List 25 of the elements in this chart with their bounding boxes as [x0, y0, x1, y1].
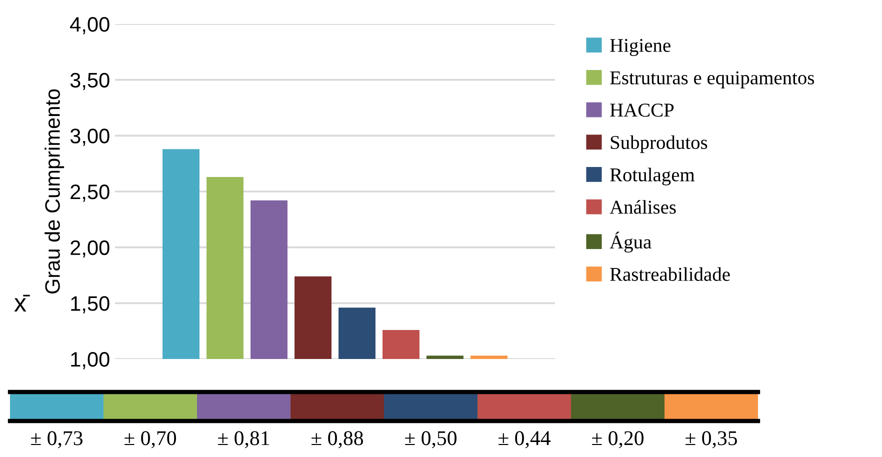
legend-label: Higiene	[610, 38, 670, 56]
legend-label: Rotulagem	[610, 168, 695, 186]
y-tick-label: 2,00	[70, 240, 110, 258]
text: ± 0,20	[592, 431, 644, 448]
text: ± 0,81	[218, 431, 270, 448]
y-tick-label: 3,00	[70, 128, 110, 146]
y-tick-label: 1,00	[71, 352, 110, 370]
y-tick-label: 1,50	[71, 296, 110, 314]
text: ± 0,70	[124, 431, 176, 448]
legend-label: Análises	[610, 200, 676, 214]
y-tick-label: 4,00	[70, 17, 110, 34]
legend-label: Água	[610, 232, 652, 253]
text: ± 0,50	[405, 431, 457, 448]
y-axis-title: Grau de Cumprimento	[44, 89, 64, 294]
legend-label: Rastreabilidade	[610, 267, 730, 281]
y-tick-label: 3,50	[70, 72, 110, 90]
text: ± 0,44	[498, 431, 550, 448]
legend-label: Subprodutos	[610, 135, 708, 154]
y-tick-label: 2,50	[70, 184, 110, 202]
text: x̄	[14, 294, 30, 312]
text: ± 0,88	[312, 431, 364, 448]
legend-label: Estruturas e equipamentos	[610, 71, 814, 88]
text: ± 0,35	[686, 431, 737, 448]
text: ± 0,73	[31, 431, 82, 448]
legend-label: HACCP	[610, 104, 674, 117]
